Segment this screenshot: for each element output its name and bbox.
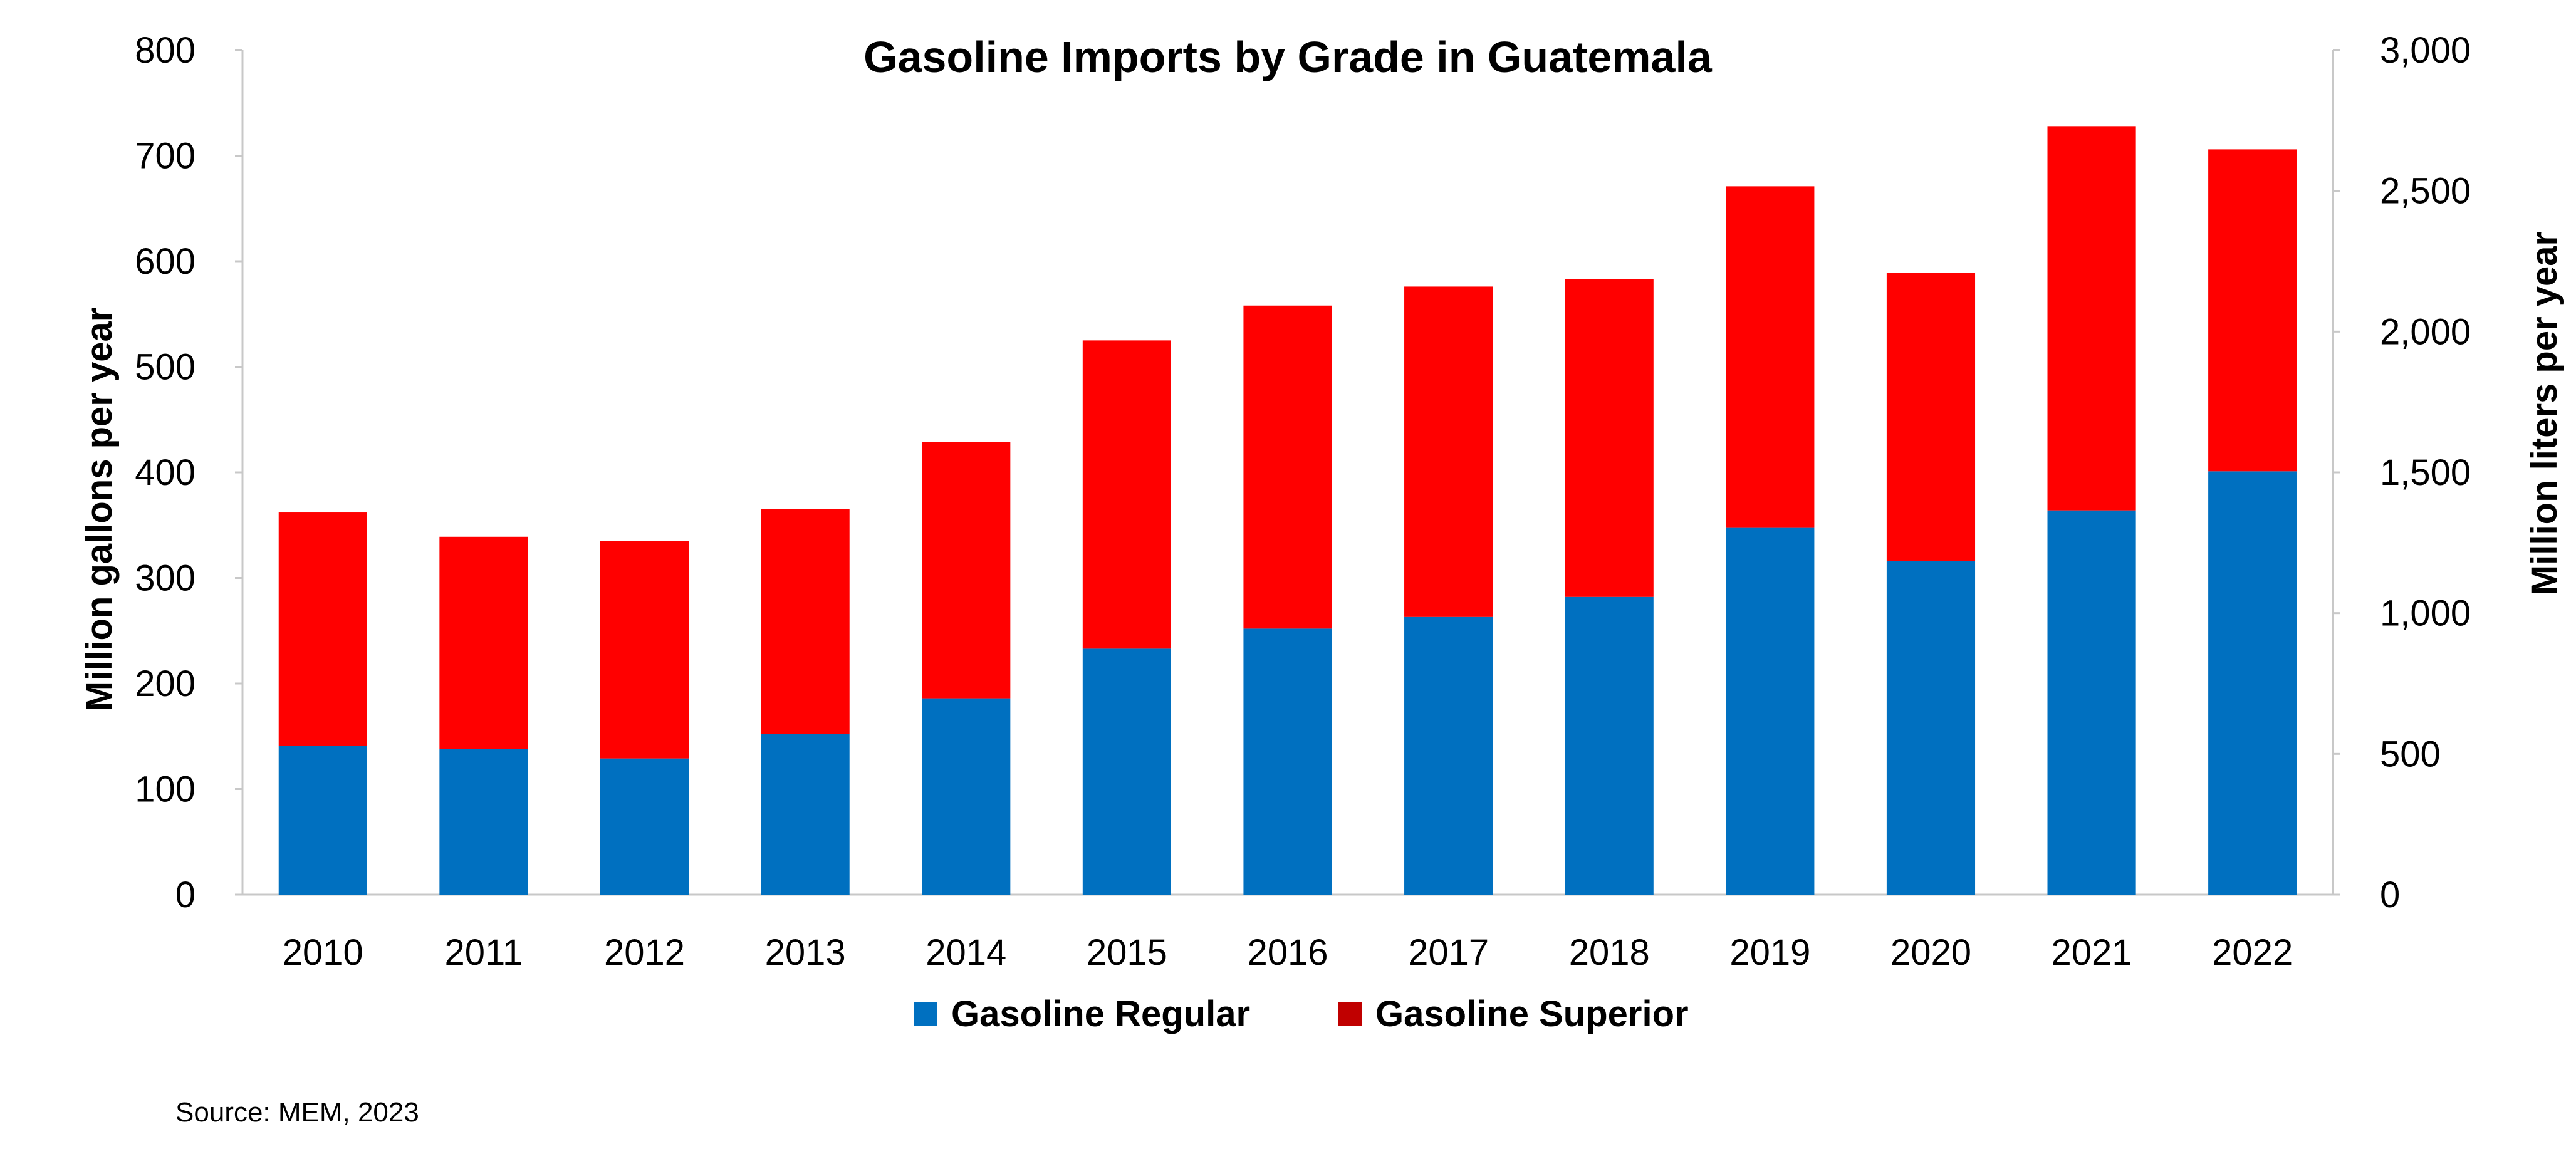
x-tick-label: 2018 [1569,932,1650,973]
y-tick-label: 500 [135,347,196,388]
bar-gasoline-regular-2018 [1565,596,1654,895]
bar-gasoline-superior-2014 [922,442,1011,699]
bar-gasoline-regular-2022 [2208,471,2297,895]
legend-swatch [1338,1002,1362,1026]
legend: Gasoline Regular Gasoline Superior [914,994,1689,1034]
bar-gasoline-regular-2020 [1886,561,1976,895]
bar-gasoline-superior-2011 [439,536,528,749]
x-tick-label: 2017 [1408,932,1489,973]
y-tick-label: 200 [135,663,196,704]
x-tick-label: 2014 [926,932,1006,973]
bar-gasoline-superior-2013 [761,509,850,734]
bar-gasoline-superior-2010 [278,512,367,746]
x-tick-label: 2020 [1890,932,1971,973]
source-note: Source: MEM, 2023 [175,1097,419,1128]
bar-gasoline-regular-2013 [761,734,850,895]
y-axis-ticks: 0 100 200 300 400 500 600 700 800 [135,30,242,915]
y-tick-label: 300 [135,558,196,599]
bar-gasoline-regular-2010 [278,746,367,895]
y2-tick-label: 1,500 [2380,452,2471,493]
y-tick-label: 600 [135,241,196,282]
x-tick-label: 2021 [2052,932,2132,973]
chart-title: Gasoline Imports by Grade in Guatemala [863,33,1713,81]
legend-swatch [914,1002,937,1026]
x-axis-ticks: 2010 2011 2012 2013 2014 2015 2016 2017 2018 2019… [283,932,2293,973]
bar-gasoline-superior-2021 [2047,126,2136,511]
y2-tick-label: 500 [2380,734,2441,774]
bar-gasoline-superior-2018 [1565,279,1654,597]
y2-tick-label: 2,500 [2380,171,2471,212]
y-tick-label: 100 [135,769,196,810]
bar-gasoline-superior-2012 [600,541,689,759]
bar-gasoline-regular-2015 [1082,648,1171,895]
x-tick-label: 2012 [604,932,685,973]
y2-axis-ticks: 0 500 1,000 1,500 2,000 2,500 3,000 [2333,30,2471,915]
y2-tick-label: 0 [2380,875,2400,915]
x-tick-label: 2013 [765,932,846,973]
y-tick-label: 700 [135,136,196,177]
bar-gasoline-superior-2019 [1726,186,1815,528]
bar-gasoline-regular-2016 [1243,628,1332,895]
bar-gasoline-regular-2017 [1404,616,1493,895]
x-tick-label: 2022 [2212,932,2293,973]
y-tick-label: 0 [175,875,196,915]
bar-gasoline-superior-2015 [1082,340,1171,649]
y2-tick-label: 3,000 [2380,30,2471,71]
x-tick-label: 2016 [1247,932,1328,973]
legend-label: Gasoline Superior [1375,994,1689,1034]
y2-axis-label: Million liters per year [2524,232,2565,595]
bar-gasoline-regular-2011 [439,749,528,895]
y2-tick-label: 1,000 [2380,593,2471,634]
y-tick-label: 800 [135,30,196,71]
x-tick-label: 2015 [1087,932,1167,973]
bars [278,126,2297,895]
bar-gasoline-superior-2022 [2208,149,2297,472]
bar-gasoline-regular-2019 [1726,527,1815,895]
legend-label: Gasoline Regular [951,994,1250,1034]
bar-gasoline-regular-2014 [922,698,1011,895]
y-tick-label: 400 [135,452,196,493]
bar-gasoline-regular-2021 [2047,510,2136,895]
x-tick-label: 2011 [445,932,523,973]
y-axis-label: Million gallons per year [79,308,120,712]
bar-gasoline-superior-2020 [1886,273,1976,561]
x-tick-label: 2019 [1729,932,1810,973]
bar-gasoline-superior-2016 [1243,305,1332,629]
y2-tick-label: 2,000 [2380,311,2471,352]
x-tick-label: 2010 [283,932,363,973]
bar-gasoline-superior-2017 [1404,286,1493,617]
bar-gasoline-regular-2012 [600,758,689,895]
